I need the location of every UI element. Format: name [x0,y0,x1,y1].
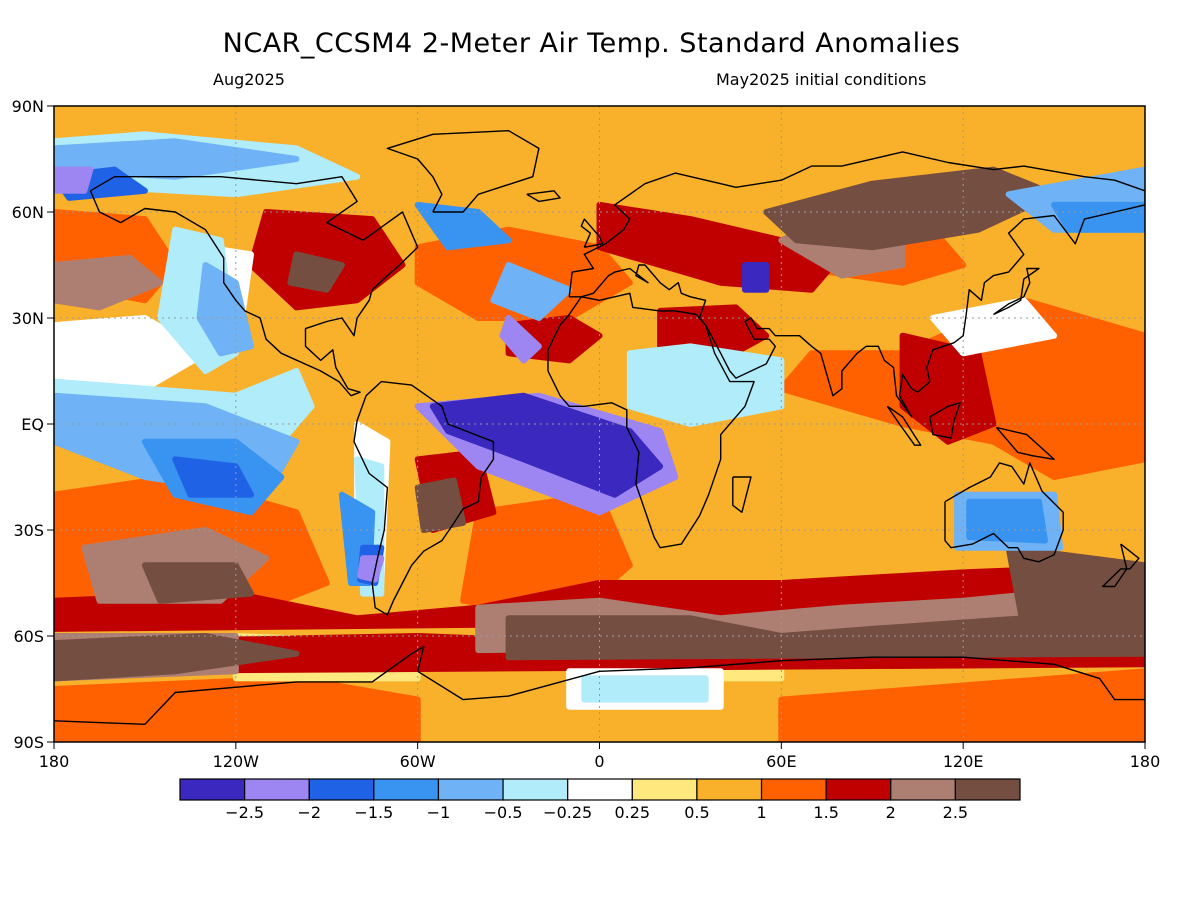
anomaly-region [499,315,542,364]
lon-tick-label: 120W [213,752,260,771]
lat-tick-label: EQ [21,415,44,434]
coastline-antarctica [54,645,1145,725]
colorbar-swatch [825,778,892,801]
anomaly-region [626,343,785,427]
lon-tick-label: 0 [594,752,604,771]
colorbar-swatch [696,778,763,801]
colorbar-label: −1.5 [354,803,393,822]
anomaly-region [54,315,209,392]
coastline-europe-asia [568,151,1145,418]
colorbar-label: −2.5 [225,803,264,822]
lat-tick-label: 30S [13,521,44,540]
colorbar-swatch [631,778,698,801]
valid-month-label: Aug2025 [213,70,285,89]
colorbar-label: 1.5 [813,803,838,822]
anomaly-region [196,262,254,357]
anomaly-region [966,498,1048,544]
coastline-japan [993,267,1040,316]
colorbar-label: 2.5 [943,803,968,822]
colorbar-swatch [890,778,956,801]
anomaly-region [141,562,254,604]
anomaly-region [490,262,573,321]
coastline-north-america [89,175,419,397]
anomaly-region [54,166,94,194]
anomaly-region [763,166,1058,251]
anomaly-region [357,555,385,583]
coastline-australia [944,462,1064,563]
coastline-sumatra [886,405,922,446]
lon-tick-label: 60E [766,752,796,771]
anomaly-region [54,675,421,742]
colorbar-label: 1 [756,803,766,822]
coastline-africa [547,292,755,549]
map-title: NCAR_CCSM4 2-Meter Air Temp. Standard An… [222,28,961,59]
lat-tick-label: 60S [13,627,44,646]
anomaly-region [1051,201,1145,233]
colorbar-swatch [567,778,633,801]
colorbar-label: 0.5 [684,803,709,822]
coastline-greenland [386,129,540,213]
coastline-iceland [526,190,561,203]
anomaly-region [414,477,467,533]
lon-tick-label: 120E [943,752,984,771]
coastline-uk [580,218,604,248]
colorbar: −2.5 −2 −1.5 −1 −0.5 −0.25 0.25 0.5 1 1.5 2 2.5 [179,778,1021,822]
anomaly-region [1005,544,1145,639]
colorbar-swatch [308,778,375,801]
colorbar-swatch [373,778,440,801]
init-conditions-label: May2025 initial conditions [716,70,927,89]
anomaly-region [54,254,164,311]
colorbar-label: 2 [886,803,896,822]
anomaly-region [287,251,345,293]
coastline-new-guinea [995,426,1055,460]
axis-ticks: 180 120W 60W 0 60E 120E 180 90N 60N 30N EQ 30S 60S 90… [12,97,1161,771]
colorbar-swatch [502,778,569,801]
colorbar-label: −0.25 [543,803,592,822]
lat-tick-label: 30N [12,309,44,328]
anomaly-region [414,201,512,251]
coastlines [54,129,1145,725]
coastline-borneo [929,402,961,439]
anomaly-region [429,392,664,498]
lon-tick-label: 180 [1130,752,1161,771]
anomaly-region [581,675,709,703]
lat-tick-label: 60N [12,203,44,222]
lat-tick-label: 90S [13,733,44,752]
colorbar-swatch [760,778,827,801]
colorbar-label: −1 [427,803,451,822]
lat-tick-label: 90N [12,97,44,116]
graticule [54,106,1145,742]
coastline-south-america [353,380,495,616]
lon-tick-label: 60W [400,752,436,771]
anomaly-region [172,456,254,498]
colorbar-label: −2 [297,803,321,822]
coastline-madagascar [732,476,752,513]
colorbar-swatch [954,778,1021,801]
colorbar-label: −0.5 [484,803,523,822]
colorbar-label: 0.25 [614,803,650,822]
lon-tick-label: 180 [39,752,70,771]
coastline-new-zealand [1101,543,1140,588]
anomaly-region [742,262,770,293]
colorbar-swatch [179,778,246,801]
colorbar-swatch [244,778,310,801]
colorbar-swatch [437,778,504,801]
